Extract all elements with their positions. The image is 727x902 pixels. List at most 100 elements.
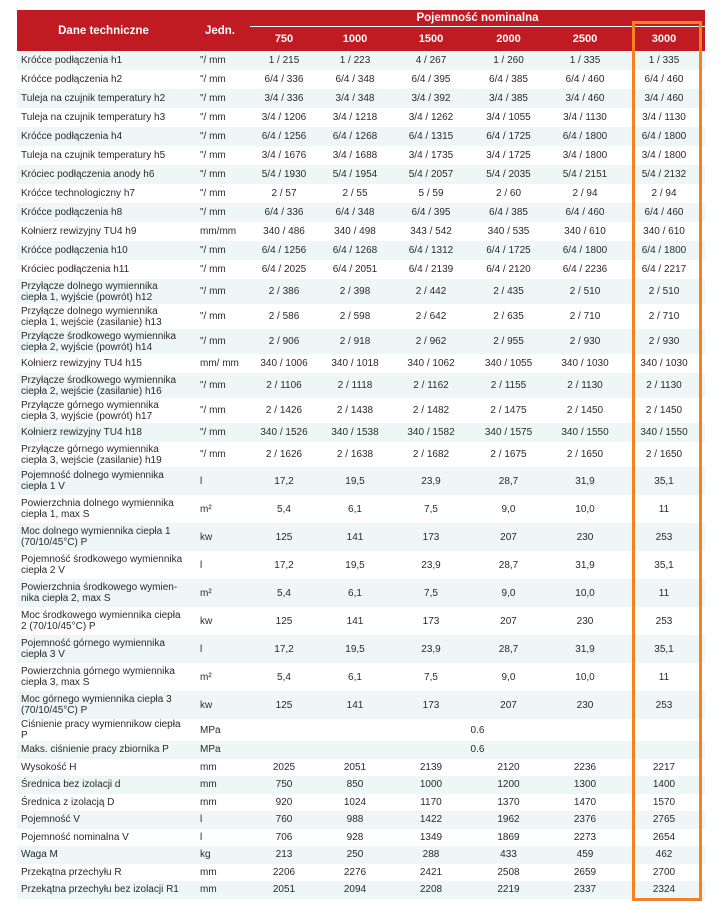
row-value-3000: 6/4 / 1800 [641, 245, 687, 256]
row-value-2000: 340 / 535 [487, 226, 530, 237]
table-row: Pojemność górnego wymiennika ciepła 3 V l… [17, 635, 705, 663]
row-value-1500: 7,5 [424, 587, 438, 599]
row-value-750: 2206 [272, 866, 296, 878]
table-row: Tuleja na czujnik temperatury h2 "/ mm 3/4… [17, 89, 705, 108]
row-unit: "/ mm [200, 74, 226, 85]
row-value-750: 17,2 [274, 643, 294, 655]
row-value-2500: 2 / 510 [569, 286, 601, 297]
table-row: Przyłącze dolnego wymiennika ciepła 1, w… [17, 304, 705, 329]
row-value-3000: 340 / 1550 [640, 427, 688, 438]
row-value-2000: 207 [500, 615, 517, 627]
row-value-1000: 2051 [343, 761, 367, 773]
row-value-750: 1 / 215 [268, 55, 300, 66]
row-value-1500: 2 / 1482 [412, 405, 450, 416]
row-value-2500: 31,9 [575, 475, 595, 487]
row-value-3000: 2 / 930 [648, 336, 680, 347]
row-value-3000: 5/4 / 2132 [641, 169, 687, 180]
technical-data-table: Dane techniczne Jedn. Pojemność nominaln… [17, 10, 705, 899]
row-value-3000: 2700 [652, 866, 676, 878]
row-value-1000: 340 / 1018 [331, 358, 379, 369]
row-label: Powierzchnia dolnego wymiennika ciepła 1… [21, 498, 174, 520]
row-value-3000: 2 / 510 [648, 286, 680, 297]
row-unit: kw [200, 531, 213, 543]
header-dane-techniczne: Dane techniczne [17, 10, 190, 51]
row-value-750: 3/4 / 1206 [261, 112, 307, 123]
row-value-3000: 35,1 [654, 643, 674, 655]
table-row: Waga M kg 213 250 288 433 459 462 [17, 846, 705, 864]
header-capacity-2000: 2000 [470, 26, 547, 51]
row-value-1500: 2 / 962 [415, 336, 447, 347]
row-value-1000: 2 / 398 [339, 286, 371, 297]
row-value-750: 2 / 1106 [266, 380, 302, 391]
row-value-2000: 2 / 1155 [490, 380, 527, 391]
row-unit: l [200, 559, 203, 571]
row-value-1500: 3/4 / 392 [411, 93, 451, 104]
row-value-2500: 2 / 94 [572, 188, 598, 199]
row-value-1500: 6/4 / 2139 [408, 264, 454, 275]
row-value-3000: 462 [655, 849, 673, 861]
header-capacity-750: 750 [250, 26, 318, 51]
row-value-1500: 5/4 / 2057 [408, 169, 454, 180]
row-value-2500: 1 / 335 [569, 55, 601, 66]
row-value-1500: 2139 [419, 761, 443, 773]
table-row: Wysokość H mm 2025 2051 2139 2120 2236 2217 [17, 758, 705, 776]
row-value-2000: 1962 [497, 814, 520, 826]
row-label: Króćce technologiczny h7 [21, 188, 135, 199]
table-row: Tuleja na czujnik temperatury h5 "/ mm 3/4… [17, 146, 705, 165]
table-row: Przekątna przechyłu bez izolacji R1 mm 205… [17, 881, 705, 899]
row-value-750: 750 [275, 779, 293, 791]
row-label: Tuleja na czujnik temperatury h3 [21, 112, 166, 123]
row-value-750: 706 [275, 831, 293, 843]
table-row: Maks. ciśnienie pracy zbiornika P MPa 0.6 [17, 741, 705, 759]
row-value-750: 2 / 386 [268, 286, 300, 297]
row-value-1500: 23,9 [421, 643, 441, 655]
row-value-1500: 7,5 [424, 503, 438, 515]
row-value-2000: 28,7 [498, 475, 519, 487]
row-value-1500: 1170 [420, 796, 442, 808]
header-capacity-group: Pojemność nominalna [250, 10, 705, 27]
row-value-3000: 2654 [652, 831, 676, 843]
row-label: Przyłącze środkowego wymiennika ciepła 2… [21, 374, 177, 397]
row-value-2500: 2 / 930 [569, 336, 601, 347]
row-value-750: 340 / 486 [263, 226, 305, 237]
row-value-2500: 6/4 / 1800 [562, 131, 608, 142]
row-value-1000: 19,5 [345, 475, 365, 487]
row-value-1500: 23,9 [421, 559, 441, 571]
row-label: Króciec podłączenia h11 [21, 264, 130, 275]
table-row: Moc dolnego wymiennika ciepła 1 (70/10/4… [17, 523, 705, 551]
row-value-750: 17,2 [274, 475, 294, 487]
table-row: Średnica z izolacją D mm 920 1024 1170 1370 14… [17, 793, 705, 811]
row-value-1000: 141 [346, 531, 364, 543]
row-unit: mm/mm [200, 226, 237, 237]
row-value-1000: 6,1 [348, 503, 362, 515]
row-unit: mm [200, 796, 217, 808]
table-row: Króćce podłączenia h8 "/ mm 6/4 / 336 6/4 /… [17, 203, 705, 222]
row-value-750: 6/4 / 336 [264, 207, 304, 218]
row-value-1500: 5 / 59 [418, 188, 444, 199]
row-value-2500: 2236 [573, 761, 597, 773]
row-label: Waga M [21, 849, 58, 861]
row-value-2000: 2 / 1675 [490, 449, 527, 460]
row-value-2000: 6/4 / 1725 [486, 245, 531, 256]
table-row: Pojemność dolnego wymiennika ciepła 1 V l… [17, 467, 705, 495]
header-capacity-1000: 1000 [318, 26, 392, 51]
row-label: Króćce podłączenia h1 [21, 55, 123, 66]
row-value-1000: 6/4 / 1268 [332, 245, 378, 256]
row-value-1500: 6/4 / 1315 [408, 131, 454, 142]
row-value-3000: 2765 [652, 814, 676, 826]
table-row: Kołnierz rewizyjny TU4 h9 mm/mm 340 / 486 3… [17, 222, 705, 241]
row-value-750: 213 [275, 849, 293, 861]
row-unit: "/ mm [200, 55, 226, 66]
row-value-1500: 1349 [419, 831, 443, 843]
row-value-2500: 3/4 / 1800 [562, 150, 608, 161]
row-value-750: 5,4 [277, 503, 291, 515]
row-value-3000: 253 [655, 699, 673, 711]
row-label: Kołnierz rewizyjny TU4 h15 [21, 358, 142, 369]
row-value-750: 2 / 1426 [265, 405, 303, 416]
table-row: Powierzchnia górnego wymiennika ciepła 3… [17, 663, 705, 691]
row-value-750: 2 / 586 [268, 311, 300, 322]
row-unit: "/ mm [200, 286, 226, 297]
table-row: Króciec podłączenia h11 "/ mm 6/4 / 2025 6/… [17, 260, 705, 279]
row-label: Moc górnego wymiennika ciepła 3 (70/10/4… [21, 694, 172, 716]
row-value-1000: 6/4 / 348 [335, 74, 375, 85]
